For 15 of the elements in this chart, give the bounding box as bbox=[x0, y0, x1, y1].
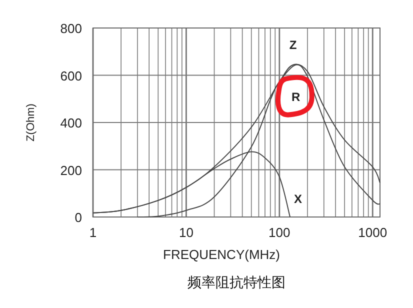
x-tick-label: 1 bbox=[89, 225, 97, 240]
text: 频率阻抗特性图 bbox=[188, 274, 286, 290]
y-tick-label: 600 bbox=[60, 68, 82, 84]
x-tick-label: 10 bbox=[178, 225, 194, 240]
y-tick-label: 400 bbox=[60, 116, 82, 130]
series-label: Z bbox=[289, 38, 297, 52]
y-axis-title: Z(Ohm) bbox=[25, 104, 37, 142]
series-label: R bbox=[292, 90, 300, 104]
y-tick-label: 200 bbox=[60, 162, 82, 178]
series-label: X bbox=[294, 192, 302, 206]
x-tick-label: 100 bbox=[268, 225, 290, 240]
y-tick-label: 0 bbox=[74, 210, 82, 225]
x-axis-title: FREQUENCY(MHz) bbox=[163, 247, 280, 262]
x-tick-label: 1000 bbox=[358, 225, 388, 240]
y-tick-label: 800 bbox=[60, 21, 82, 36]
